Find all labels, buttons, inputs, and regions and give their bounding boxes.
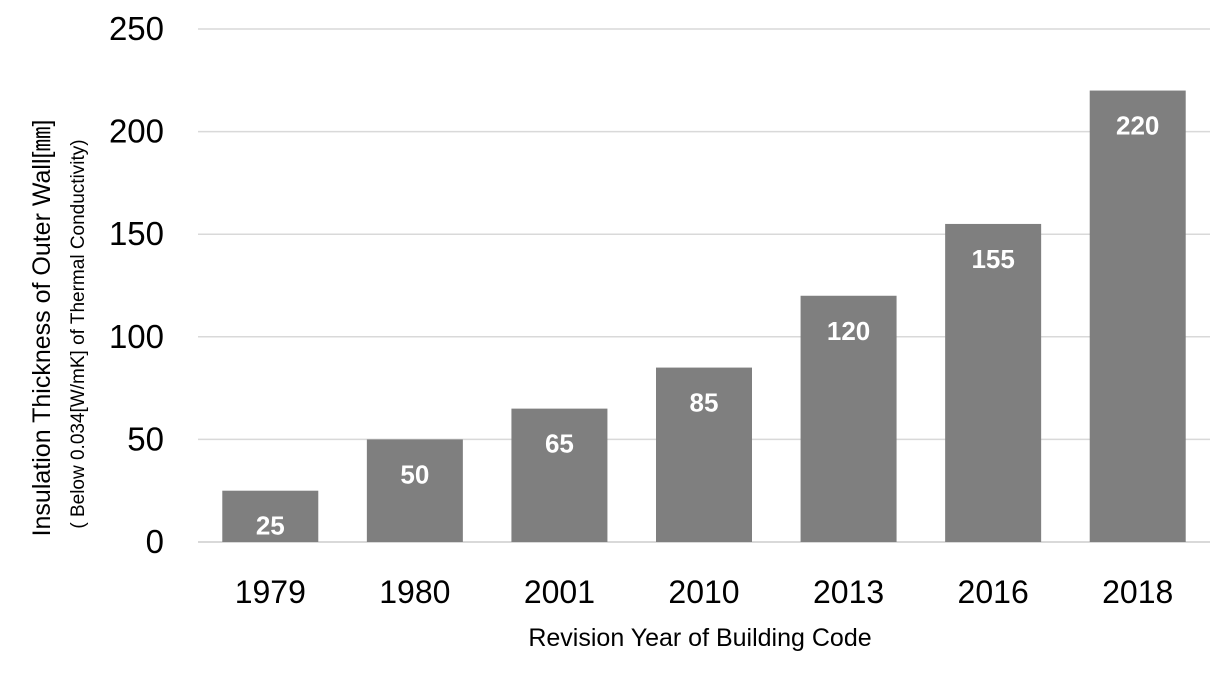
- data-label: 65: [545, 429, 574, 459]
- x-tick-label: 2016: [958, 574, 1029, 610]
- data-label: 50: [400, 459, 429, 489]
- bar: [656, 367, 752, 542]
- y-tick-label: 200: [109, 113, 164, 150]
- y-tick-label: 100: [109, 318, 164, 355]
- x-tick-label: 2010: [668, 574, 739, 610]
- y-axis-ticks: 0 50 100 150 200 250: [109, 10, 164, 560]
- x-tick-label: 1979: [235, 574, 306, 610]
- y-tick-label: 50: [127, 420, 164, 457]
- data-label: 120: [827, 316, 870, 346]
- data-label: 220: [1116, 111, 1159, 141]
- x-tick-label: 1980: [379, 574, 450, 610]
- bars: 25 50 65 85 120 155 220: [222, 90, 1186, 542]
- x-tick-label: 2013: [813, 574, 884, 610]
- bar: [511, 408, 608, 542]
- x-axis-ticks: 1979 1980 2001 2010 2013 2016 2018: [235, 574, 1174, 610]
- x-tick-label: 2001: [524, 574, 595, 610]
- data-label: 85: [690, 388, 719, 418]
- y-axis-title-sub: ( Below 0.034[W/mK] of Thermal Conductiv…: [68, 139, 89, 529]
- x-axis-title: Revision Year of Building Code: [528, 624, 872, 652]
- data-label: 155: [971, 244, 1014, 274]
- y-axis-title-main: Insulation Thickness of Outer Wall[㎜]: [28, 119, 56, 537]
- y-tick-label: 150: [109, 215, 164, 252]
- y-tick-label: 250: [109, 10, 164, 47]
- y-tick-label: 0: [146, 523, 164, 560]
- x-tick-label: 2018: [1102, 574, 1173, 610]
- bar: [366, 439, 463, 542]
- bar: [222, 490, 319, 542]
- data-label: 25: [256, 511, 285, 541]
- bar: [945, 223, 1042, 542]
- bar: [800, 295, 897, 542]
- bar: [1089, 90, 1186, 542]
